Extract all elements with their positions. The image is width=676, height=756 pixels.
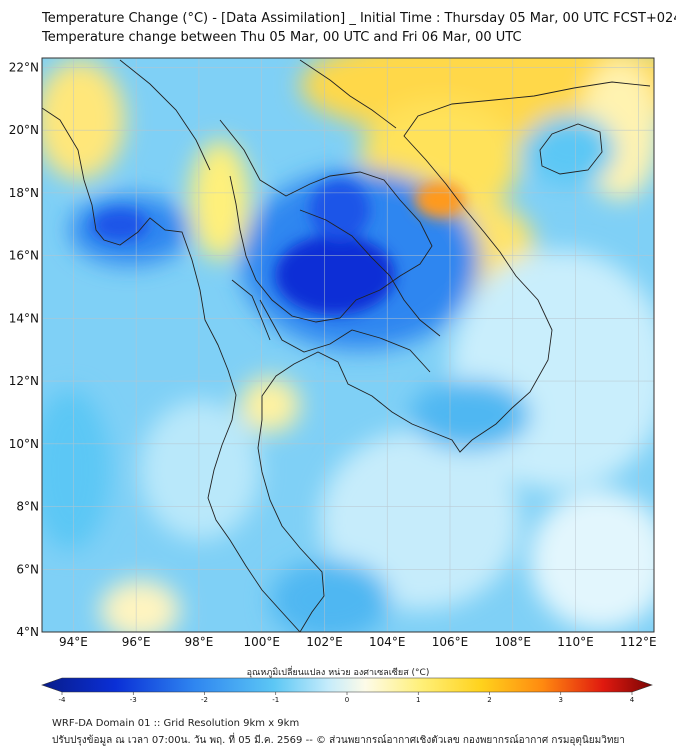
colorbar-tick-label: -1: [272, 696, 279, 704]
map-subtitle: Temperature change between Thu 05 Mar, 0…: [42, 30, 522, 45]
latitude-label: 14°N: [9, 311, 39, 325]
colorbar: [41, 677, 653, 693]
colorbar-tick-label: -2: [201, 696, 208, 704]
longitude-label: 110°E: [557, 635, 594, 649]
colorbar-tick-label: 3: [559, 696, 563, 704]
colorbar-tick-label: 2: [487, 696, 491, 704]
latitude-label: 18°N: [9, 186, 39, 200]
latitude-label: 12°N: [9, 374, 39, 388]
temperature-change-map: 22°N 20°N 18°N 16°N 14°N 12°N 10°N 8°N 6°N 4°N 94…: [9, 57, 657, 704]
colorbar-tick-label: 0: [345, 696, 349, 704]
map-field: [42, 58, 654, 632]
latitude-label: 8°N: [16, 500, 39, 514]
longitude-label: 96°E: [122, 635, 151, 649]
colorbar-tick-label: -4: [59, 696, 67, 704]
footer-credit: ปรับปรุงข้อมูล ณ เวลา 07:00น. วัน พฤ. ที…: [52, 735, 625, 746]
latitude-label: 4°N: [16, 625, 39, 639]
longitude-label: 100°E: [243, 635, 280, 649]
map-frame: [41, 57, 655, 633]
map-title: Temperature Change (°C) - [Data Assimila…: [42, 11, 676, 26]
footer-model-info: WRF-DA Domain 01 :: Grid Resolution 9km …: [52, 718, 300, 729]
latitude-label: 22°N: [9, 60, 39, 74]
longitude-label: 104°E: [369, 635, 406, 649]
coastline-borders: [42, 59, 651, 632]
longitude-label: 98°E: [184, 635, 213, 649]
latitude-label: 20°N: [9, 123, 39, 137]
longitude-label: 102°E: [306, 635, 343, 649]
colorbar-tick-label: 1: [416, 696, 420, 704]
longitude-label: 94°E: [59, 635, 88, 649]
colorbar-tick-label: 4: [630, 696, 635, 704]
latitude-label: 16°N: [9, 249, 39, 263]
longitude-label: 106°E: [432, 635, 469, 649]
colorbar-tick-label: -3: [130, 696, 137, 704]
colorbar-label: อุณหภูมิเปลี่ยนแปลง หน่วย องศาเซลเซียส (…: [246, 668, 430, 678]
latitude-label: 6°N: [16, 562, 39, 576]
latitude-label: 10°N: [9, 437, 39, 451]
longitude-label: 108°E: [495, 635, 532, 649]
longitude-label: 112°E: [620, 635, 657, 649]
